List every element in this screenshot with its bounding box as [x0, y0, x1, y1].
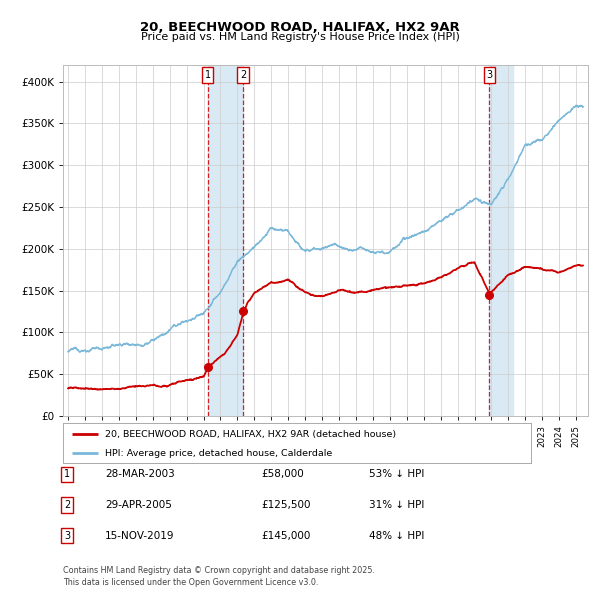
Bar: [490, 65, 513, 416]
Text: HPI: Average price, detached house, Calderdale: HPI: Average price, detached house, Cald…: [105, 448, 332, 458]
Text: 20, BEECHWOOD ROAD, HALIFAX, HX2 9AR: 20, BEECHWOOD ROAD, HALIFAX, HX2 9AR: [140, 21, 460, 34]
Text: £125,500: £125,500: [261, 500, 311, 510]
Text: 20, BEECHWOOD ROAD, HALIFAX, HX2 9AR (detached house): 20, BEECHWOOD ROAD, HALIFAX, HX2 9AR (de…: [105, 430, 396, 439]
Text: 3: 3: [64, 531, 70, 540]
Text: Price paid vs. HM Land Registry's House Price Index (HPI): Price paid vs. HM Land Registry's House …: [140, 32, 460, 42]
Text: 1: 1: [64, 470, 70, 479]
Text: 31% ↓ HPI: 31% ↓ HPI: [369, 500, 424, 510]
Text: 29-APR-2005: 29-APR-2005: [105, 500, 172, 510]
Bar: [208, 65, 243, 416]
Text: £58,000: £58,000: [261, 470, 304, 479]
Text: 28-MAR-2003: 28-MAR-2003: [105, 470, 175, 479]
Text: 48% ↓ HPI: 48% ↓ HPI: [369, 531, 424, 540]
Text: 53% ↓ HPI: 53% ↓ HPI: [369, 470, 424, 479]
Text: 2: 2: [64, 500, 70, 510]
Text: Contains HM Land Registry data © Crown copyright and database right 2025.
This d: Contains HM Land Registry data © Crown c…: [63, 566, 375, 587]
Text: 3: 3: [487, 70, 493, 80]
Text: 2: 2: [240, 70, 246, 80]
Text: 1: 1: [205, 70, 211, 80]
Text: £145,000: £145,000: [261, 531, 310, 540]
Text: 15-NOV-2019: 15-NOV-2019: [105, 531, 175, 540]
